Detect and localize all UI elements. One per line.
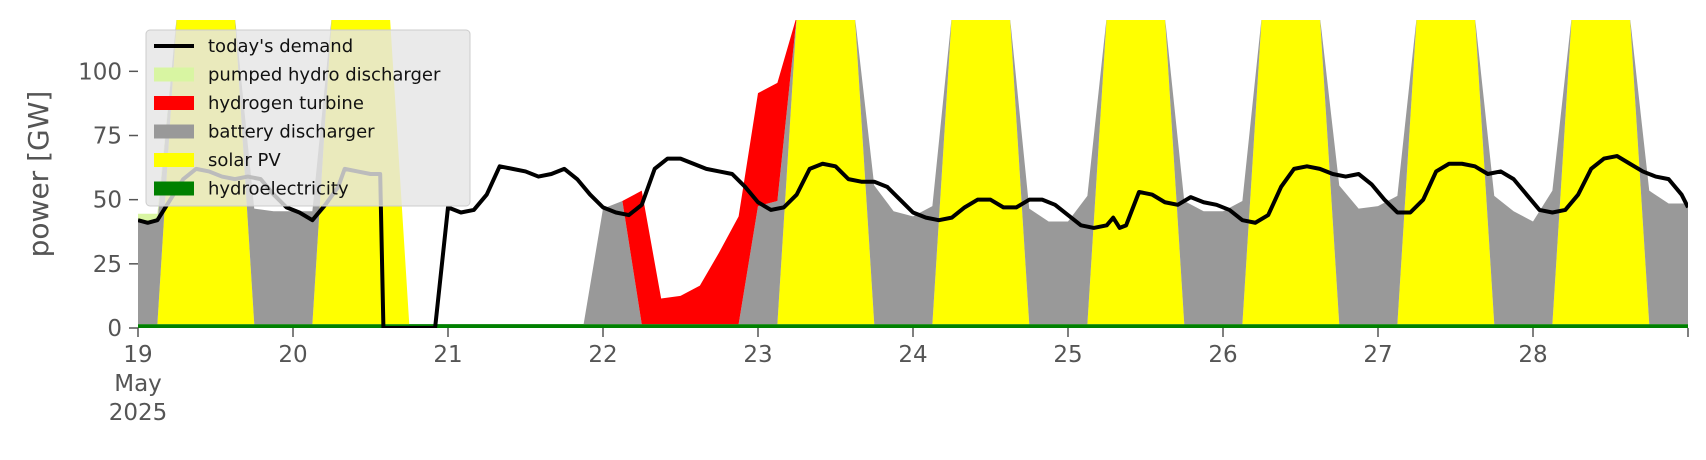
x-tick-label-line: 19: [123, 342, 152, 368]
x-tick-label-line: 20: [278, 342, 307, 368]
legend-box: [145, 29, 471, 207]
x-tick-label-19: 19 May 2025: [109, 342, 168, 426]
legend-swatch-solar-pv: [154, 153, 194, 167]
legend-swatch-pumped-hydro-discharger: [154, 67, 194, 82]
legend: today's demand pumped hydro discharger hyd…: [145, 29, 471, 207]
x-tick-label-line: 24: [898, 342, 927, 368]
y-tick-label-25: 25: [93, 252, 122, 278]
x-tick-label-24: 24: [898, 342, 927, 368]
x-tick-label-line: 25: [1053, 342, 1082, 368]
y-tick-label-75: 75: [93, 124, 122, 150]
x-tick-label-26: 26: [1208, 342, 1237, 368]
area-battery-discharger: [138, 20, 1688, 325]
x-tick-label-22: 22: [588, 342, 617, 368]
legend-label-battery-discharger: battery discharger: [208, 122, 375, 143]
x-tick-label-line: 22: [588, 342, 617, 368]
legend-label-hydrogen-turbine: hydrogen turbine: [208, 93, 364, 114]
x-tick-label-line: 27: [1363, 342, 1392, 368]
y-tick-label-0: 0: [107, 316, 122, 342]
x-tick-label-line: 28: [1518, 342, 1547, 368]
x-tick-label-27: 27: [1363, 342, 1392, 368]
x-tick-label-line: May: [114, 371, 162, 397]
area-solar-pv: [138, 20, 1688, 325]
y-tick-label-100: 100: [78, 59, 122, 85]
legend-label-pumped-hydro-discharger: pumped hydro discharger: [208, 65, 441, 86]
y-axis-label: power [GW]: [22, 91, 55, 258]
x-tick-label-21: 21: [433, 342, 462, 368]
axes: 0 25 50 75 100 19 May 2025 20 21 22 23 24 25 26 27 28: [78, 59, 1689, 426]
x-tick-label-23: 23: [743, 342, 772, 368]
legend-swatch-hydrogen-turbine: [154, 96, 194, 110]
legend-label-hydroelectricity: hydroelectricity: [208, 179, 349, 200]
x-tick-label-25: 25: [1053, 342, 1082, 368]
x-tick-label-line: 2025: [109, 400, 168, 426]
legend-swatch-hydroelectricity: [154, 181, 194, 196]
legend-swatch-battery-discharger: [154, 124, 194, 139]
x-tick-label-20: 20: [278, 342, 307, 368]
x-tick-label-28: 28: [1518, 342, 1547, 368]
legend-label-today-s-demand: today's demand: [208, 36, 353, 57]
stacked-areas: [138, 20, 1688, 328]
legend-label-solar-pv: solar PV: [208, 150, 281, 171]
area-hydroelectricity: [138, 324, 1688, 328]
x-tick-label-line: 21: [433, 342, 462, 368]
x-tick-label-line: 26: [1208, 342, 1237, 368]
y-tick-label-50: 50: [93, 188, 122, 214]
x-tick-label-line: 23: [743, 342, 772, 368]
